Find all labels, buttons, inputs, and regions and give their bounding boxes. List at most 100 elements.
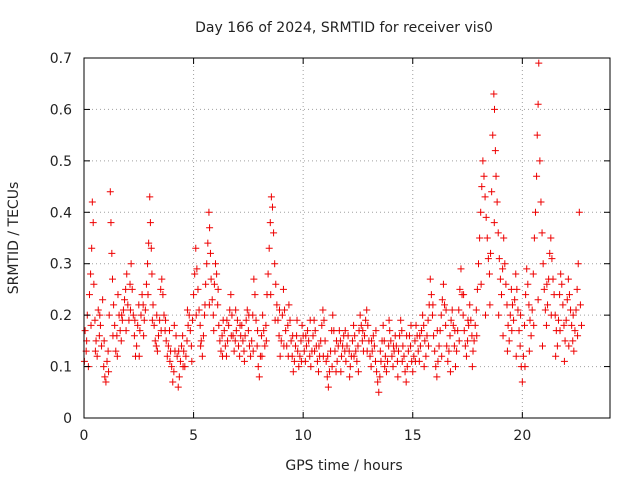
data-point [315,368,323,376]
data-point [522,291,530,299]
data-point [218,332,226,340]
data-point [414,347,422,355]
data-point [480,172,488,180]
data-point [85,291,93,299]
data-point [455,306,463,314]
data-point [110,301,118,309]
data-point [249,347,257,355]
data-point [461,342,469,350]
data-point [553,342,561,350]
data-point [554,316,562,324]
data-point [197,337,205,345]
data-point [446,368,454,376]
data-point [220,327,228,335]
data-point [248,337,256,345]
data-point [557,270,565,278]
data-point [100,337,108,345]
data-point [247,352,255,360]
data-point [387,337,395,345]
data-point [411,337,419,345]
data-point [362,316,370,324]
data-point [353,357,361,365]
data-point [324,352,332,360]
y-tick-label: 0.5 [50,154,72,170]
data-point [564,275,572,283]
data-point [190,291,198,299]
data-point [416,332,424,340]
data-point [260,327,268,335]
data-point [358,337,366,345]
data-point [345,347,353,355]
data-point [394,373,402,381]
data-point [240,357,248,365]
data-point [464,316,472,324]
data-point [134,321,142,329]
data-points [80,59,586,396]
data-point [476,234,484,242]
data-point [102,378,110,386]
data-point [153,311,161,319]
data-point [525,301,533,309]
data-point [350,321,358,329]
data-point [574,260,582,268]
data-point [395,347,403,355]
data-point [89,219,97,227]
data-point [468,363,476,371]
data-point [376,347,384,355]
data-point [216,337,224,345]
data-point [547,234,555,242]
data-point [286,316,294,324]
data-point [500,234,508,242]
data-point [219,352,227,360]
data-point [252,316,260,324]
data-point [430,332,438,340]
data-point [253,342,261,350]
data-point [227,291,235,299]
data-point [113,352,121,360]
plot-frame [83,57,611,419]
data-point [511,296,519,304]
data-point [262,337,270,345]
data-point [304,327,312,335]
data-point [271,316,279,324]
data-point [96,311,104,319]
data-point [541,306,549,314]
data-point [227,332,235,340]
data-point [160,311,168,319]
data-point [173,352,181,360]
data-point [552,352,560,360]
data-point [101,373,109,381]
data-point [465,321,473,329]
data-point [199,332,207,340]
data-point [311,327,319,335]
data-point [361,332,369,340]
data-point [236,321,244,329]
data-point [138,291,146,299]
data-point [438,352,446,360]
data-point [478,183,486,191]
data-point [481,193,489,201]
data-point [87,270,95,278]
data-point [96,321,104,329]
data-point [245,311,253,319]
data-point [192,244,200,252]
data-point [451,327,459,335]
data-point [296,352,304,360]
data-point [195,306,203,314]
data-point [168,363,176,371]
data-point [374,378,382,386]
data-point [534,296,542,304]
data-point [506,311,514,319]
data-point [166,357,174,365]
data-point [130,332,138,340]
data-point [526,316,534,324]
data-point [503,347,511,355]
data-point [165,327,173,335]
data-point [381,352,389,360]
data-point [231,337,239,345]
data-point [516,342,524,350]
data-point [546,249,554,257]
data-point [471,321,479,329]
data-point [346,373,354,381]
data-point [251,291,259,299]
